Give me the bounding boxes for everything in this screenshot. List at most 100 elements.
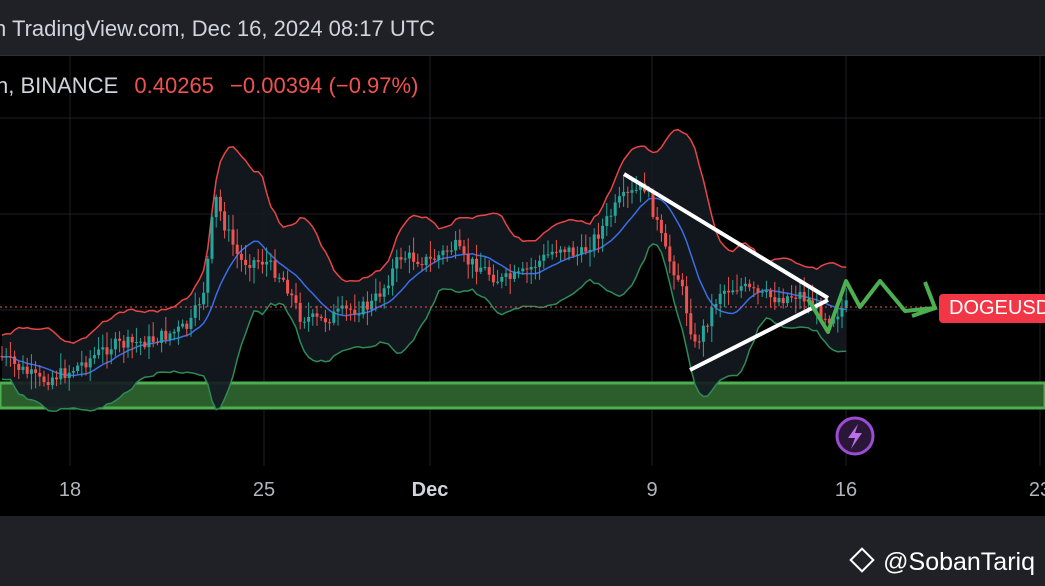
candle-body xyxy=(735,290,739,292)
candle-body xyxy=(105,347,109,355)
watermark: @SobanTariq xyxy=(849,547,1035,577)
candle-body xyxy=(361,301,365,315)
candle-body xyxy=(8,356,12,358)
candle-body xyxy=(134,342,138,344)
candle-body xyxy=(521,268,525,272)
candle-body xyxy=(454,239,458,251)
header-bar: n TradingView.com, Dec 16, 2024 08:17 UT… xyxy=(0,0,1045,56)
candle-body xyxy=(277,277,281,279)
x-tick-label: 16 xyxy=(835,479,857,501)
candle-body xyxy=(122,340,126,348)
candle-body xyxy=(155,342,159,344)
watermark-handle: @SobanTariq xyxy=(883,548,1035,576)
candle-body xyxy=(92,355,96,359)
candle-body xyxy=(655,216,659,220)
candle-body xyxy=(181,323,185,327)
candle-body xyxy=(651,190,655,217)
candle-body xyxy=(311,313,315,317)
candle-body xyxy=(97,349,101,356)
upper-band-line xyxy=(1,128,847,345)
candle-body xyxy=(206,258,210,293)
lower-band-line xyxy=(1,242,847,412)
candle-body xyxy=(164,330,168,340)
candle-body xyxy=(21,366,25,370)
candle-body xyxy=(80,362,84,366)
candle-body xyxy=(420,264,424,266)
candle-body xyxy=(433,258,437,260)
candle-body xyxy=(239,253,243,260)
candle-body xyxy=(777,297,781,303)
lightning-icon[interactable] xyxy=(835,416,875,456)
candle-body xyxy=(126,336,130,348)
price-chart[interactable]: 18 25 Dec 9 16 23 xyxy=(0,56,1045,516)
x-tick-label: 9 xyxy=(646,479,657,501)
candle-body xyxy=(588,250,592,252)
candle-body xyxy=(710,307,714,327)
candle-body xyxy=(769,290,773,298)
candle-body xyxy=(302,321,306,323)
candle-body xyxy=(827,318,831,324)
wedge-lower-line xyxy=(689,298,829,372)
candle-body xyxy=(533,266,537,268)
candle-body xyxy=(176,326,180,332)
candle-body xyxy=(802,291,806,302)
x-tick-label: 18 xyxy=(59,479,81,501)
candle-body xyxy=(332,311,336,323)
candle-body xyxy=(50,377,54,386)
candle-body xyxy=(449,250,453,252)
candle-body xyxy=(794,297,798,299)
x-tick-label: Dec xyxy=(412,479,449,501)
candle-body xyxy=(529,267,533,270)
chart-area[interactable]: 18 25 Dec 9 16 23 xyxy=(0,56,1045,516)
binance-diamond-icon xyxy=(849,547,875,574)
candle-body xyxy=(790,296,794,298)
candle-body xyxy=(701,325,705,342)
candle-body xyxy=(462,246,466,254)
candle-body xyxy=(542,254,546,261)
candle-body xyxy=(227,229,231,231)
candle-body xyxy=(559,249,563,253)
x-tick-label: 23 xyxy=(1029,479,1045,501)
candle-body xyxy=(42,376,46,383)
candle-body xyxy=(596,234,600,239)
candle-body xyxy=(84,362,88,368)
candle-body xyxy=(244,259,248,266)
candle-body xyxy=(260,261,264,265)
candle-body xyxy=(538,260,542,267)
projection-arrow-head xyxy=(911,281,938,318)
candle-body xyxy=(307,316,311,322)
candle-body xyxy=(403,258,407,260)
candle-body xyxy=(613,202,617,216)
candle-body xyxy=(781,297,785,304)
candle-body xyxy=(59,368,63,380)
candle-body xyxy=(764,290,768,292)
candle-body xyxy=(46,382,50,386)
candle-body xyxy=(819,303,823,319)
footer-bar xyxy=(0,516,1045,586)
candle-body xyxy=(693,334,697,342)
candle-body xyxy=(67,372,71,379)
candle-body xyxy=(571,247,575,256)
candle-body xyxy=(235,244,239,254)
candle-body xyxy=(659,219,663,234)
candle-body xyxy=(785,296,789,304)
candle-body xyxy=(668,246,672,262)
candle-body xyxy=(458,239,462,247)
candle-body xyxy=(71,371,75,373)
candle-body xyxy=(756,288,760,293)
candle-body xyxy=(580,247,584,255)
candle-body xyxy=(617,196,621,203)
candle-body xyxy=(773,297,777,303)
candle-body xyxy=(294,295,298,303)
x-tick-label: 25 xyxy=(253,479,275,501)
symbol-info: n, BINANCE 0.40265 −0.00394 (−0.97%) xyxy=(0,73,418,99)
candle-body xyxy=(672,261,676,276)
candle-body xyxy=(739,286,743,291)
candle-body xyxy=(512,271,516,279)
candle-body xyxy=(563,249,567,252)
candle-body xyxy=(386,285,390,289)
candle-body xyxy=(231,229,235,245)
candle-body xyxy=(743,283,747,287)
candle-body xyxy=(689,313,693,335)
candle-body xyxy=(218,196,222,212)
